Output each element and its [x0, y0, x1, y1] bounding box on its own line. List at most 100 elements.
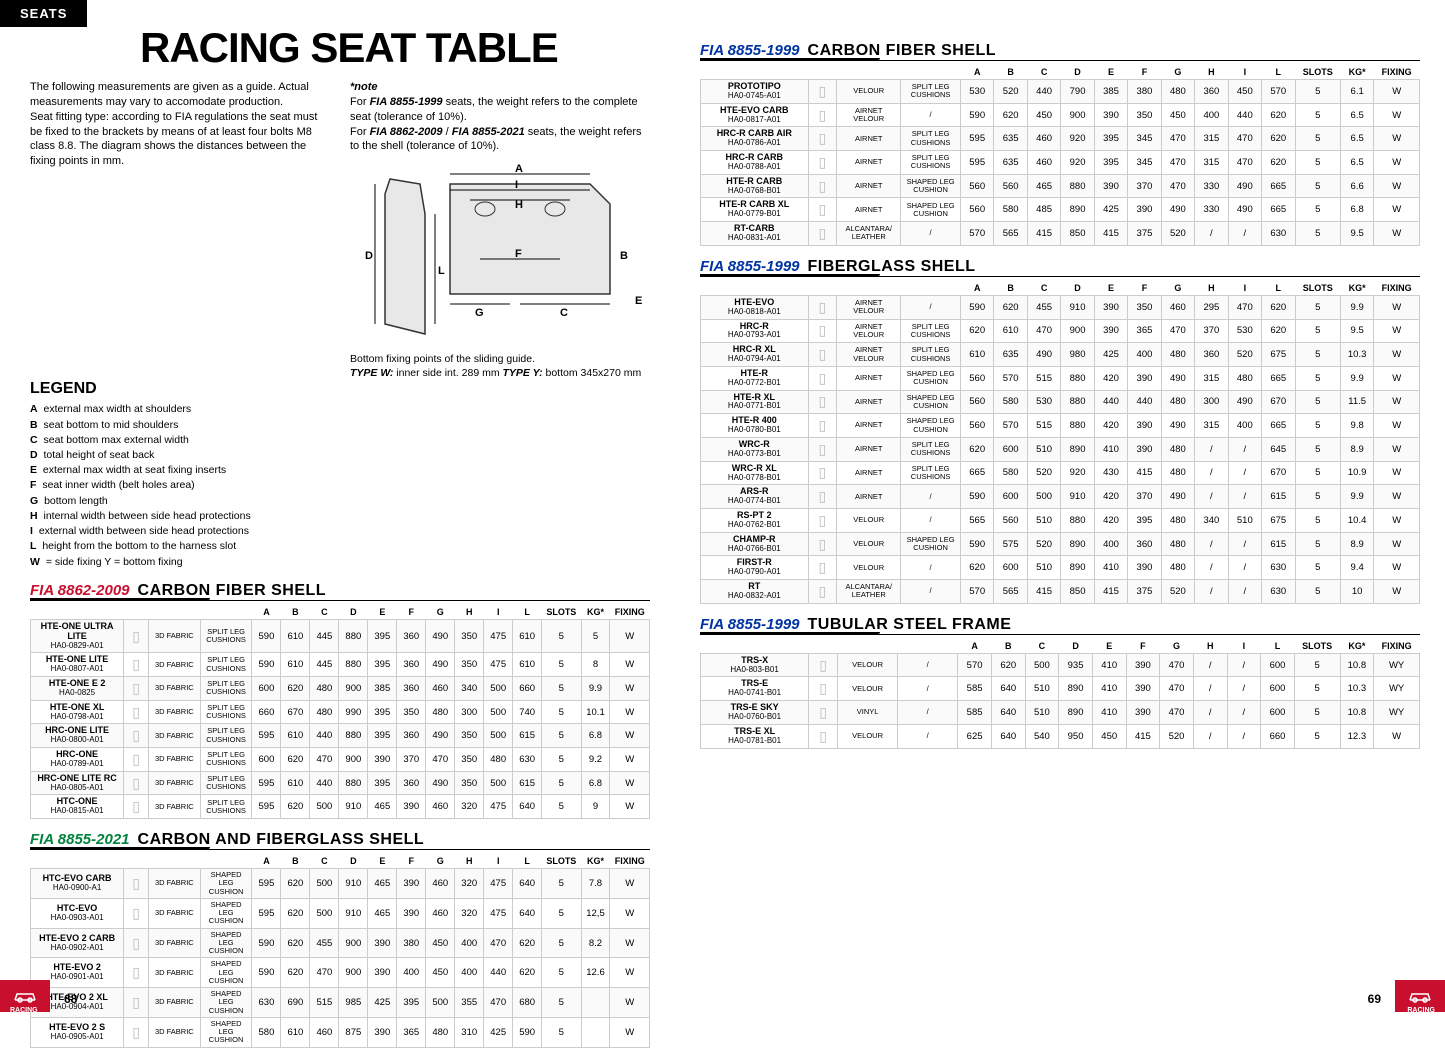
measurement: 560 [994, 174, 1027, 198]
measurement: 5 [1295, 414, 1340, 438]
measurement: 360 [1128, 532, 1161, 556]
measurement: 520 [994, 80, 1027, 104]
measurement: 640 [513, 869, 542, 899]
measurement: 880 [339, 724, 368, 748]
measurement: 400 [455, 928, 484, 958]
measurement: 320 [455, 795, 484, 819]
measurement: 880 [1061, 509, 1094, 533]
measurement: 350 [455, 771, 484, 795]
material-2: SHAPED LEG CUSHION [901, 414, 961, 438]
measurement: 900 [1061, 103, 1094, 127]
measurement: 395 [1128, 509, 1161, 533]
seat-name: HRC-ONE LITEHA0-0800-A01 [31, 724, 124, 748]
measurement: 385 [1094, 80, 1127, 104]
measurement: 365 [397, 1017, 426, 1047]
table-row: HTE-ONE LITEHA0-0807-A01▯3D FABRICSPLIT … [31, 653, 650, 677]
measurement: 320 [455, 898, 484, 928]
material-1: VINYL [838, 701, 898, 725]
measurement: 360 [397, 724, 426, 748]
material-2: SHAPED LEG CUSHION [901, 532, 961, 556]
measurement: 390 [1094, 319, 1127, 343]
measurement: W [1374, 437, 1420, 461]
measurement: 465 [1027, 174, 1060, 198]
material-1: AIRNET VELOUR [837, 319, 901, 343]
material-2: SPLIT LEG CUSHIONS [200, 724, 252, 748]
material-1: AIRNET [837, 127, 901, 151]
material-2: SPLIT LEG CUSHIONS [901, 127, 961, 151]
measurement: 575 [994, 532, 1027, 556]
svg-text:I: I [515, 179, 518, 191]
measurement: 935 [1059, 653, 1093, 677]
measurement: 9.9 [1340, 366, 1373, 390]
measurement: 480 [310, 700, 339, 724]
measurement: / [1195, 580, 1228, 604]
table-row: HRC-ONE LITE RCHA0-0805-A01▯3D FABRICSPL… [31, 771, 650, 795]
measurement: / [1227, 677, 1261, 701]
measurement: 595 [252, 771, 281, 795]
measurement: 415 [1094, 222, 1127, 246]
measurement: 490 [1161, 366, 1194, 390]
measurement: 9.9 [1340, 295, 1373, 319]
measurement: 665 [1262, 366, 1295, 390]
material-1: 3D FABRIC [148, 869, 200, 899]
measurement: 5 [542, 619, 581, 653]
measurement: 490 [1161, 414, 1194, 438]
measurement: 390 [1128, 437, 1161, 461]
measurement: W [610, 928, 650, 958]
measurement: 620 [513, 928, 542, 958]
seat-name: HTE-R CARBHA0-0768-B01 [701, 174, 809, 198]
measurement: 330 [1195, 198, 1228, 222]
measurement: 6.8 [1340, 198, 1373, 222]
measurement: 415 [1128, 461, 1161, 485]
table-row: HRC-R XLHA0-0794-A01▯AIRNET VELOURSPLIT … [701, 343, 1420, 367]
measurement: 450 [1161, 103, 1194, 127]
measurement: 440 [310, 724, 339, 748]
material-1: VELOUR [838, 653, 898, 677]
measurement: W [1374, 366, 1420, 390]
material-2: SHAPED LEG CUSHION [901, 198, 961, 222]
measurement: 480 [1161, 437, 1194, 461]
material-2: / [901, 485, 961, 509]
fia-standard: FIA 8862-2009 [30, 582, 130, 599]
measurement: 900 [1061, 319, 1094, 343]
measurement: 610 [281, 771, 310, 795]
measurement: 515 [1027, 366, 1060, 390]
measurement: 500 [310, 869, 339, 899]
seat-icon: ▯ [808, 222, 837, 246]
measurement: 415 [1027, 580, 1060, 604]
seat-name: RS-PT 2HA0-0762-B01 [701, 509, 809, 533]
svg-text:H: H [515, 199, 523, 211]
measurement: W [610, 677, 650, 701]
measurement: 390 [1094, 103, 1127, 127]
material-2: / [901, 222, 961, 246]
measurement: 615 [1262, 532, 1295, 556]
material-2: SPLIT LEG CUSHIONS [901, 80, 961, 104]
measurement: 500 [310, 898, 339, 928]
measurement: W [1374, 343, 1420, 367]
measurement: 880 [1061, 174, 1094, 198]
measurement: 340 [455, 677, 484, 701]
measurement: 390 [368, 928, 397, 958]
measurement: W [610, 771, 650, 795]
table-row: HTC-EVO CARBHA0-0900-A1▯3D FABRICSHAPED … [31, 869, 650, 899]
measurement: / [1228, 580, 1261, 604]
measurement: 370 [1128, 174, 1161, 198]
table-row: HRC-ONEHA0-0789-A01▯3D FABRICSPLIT LEG C… [31, 748, 650, 772]
measurement: 590 [252, 653, 281, 677]
shell-type: FIBERGLASS SHELL [808, 258, 976, 276]
measurement: 620 [281, 898, 310, 928]
measurement: 500 [484, 700, 513, 724]
measurement: 910 [339, 795, 368, 819]
measurement: 390 [1126, 653, 1160, 677]
measurement: 8 [581, 653, 610, 677]
measurement: 395 [368, 771, 397, 795]
measurement: 6.8 [581, 724, 610, 748]
measurement: 6.6 [1340, 174, 1373, 198]
measurement: 500 [484, 724, 513, 748]
measurement: 570 [994, 414, 1027, 438]
measurement: 580 [994, 390, 1027, 414]
measurement: 890 [1061, 532, 1094, 556]
measurement: 6.5 [1340, 103, 1373, 127]
measurement: / [1227, 724, 1261, 748]
measurement: 630 [1262, 556, 1295, 580]
